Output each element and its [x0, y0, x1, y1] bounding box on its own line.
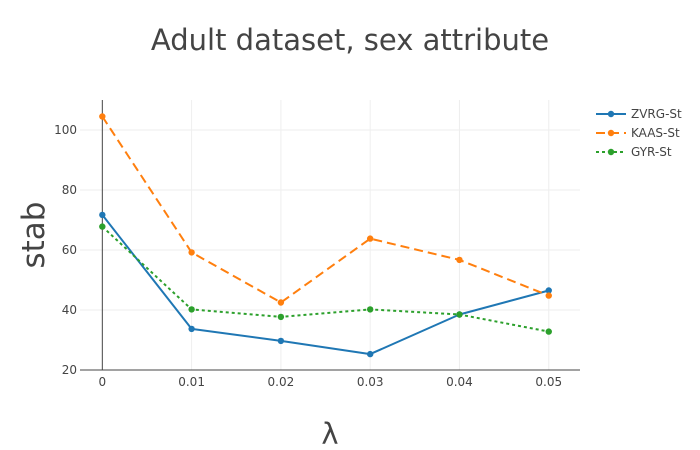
data-point[interactable]: [277, 313, 285, 321]
legend-item-gyr-st[interactable]: GYR-St: [596, 145, 672, 159]
data-point[interactable]: [545, 328, 552, 335]
series-line: [101, 115, 550, 304]
data-point[interactable]: [99, 223, 106, 230]
legend-item-kaas-st[interactable]: KAAS-St: [596, 126, 680, 140]
legend-label: KAAS-St: [631, 126, 680, 140]
data-point[interactable]: [366, 350, 374, 358]
x-tick-label: 0.02: [268, 375, 295, 389]
y-tick-label: 60: [62, 243, 77, 257]
tick-labels: 20 40 60 80 100 0 0.01 0.02 0.03 0.04 0.05: [54, 123, 562, 389]
data-point[interactable]: [188, 249, 195, 256]
axes: [80, 100, 580, 371]
y-tick-label: 40: [62, 303, 77, 317]
data-point[interactable]: [366, 235, 374, 242]
x-tick-label: 0: [99, 375, 107, 389]
x-tick-label: 0.04: [446, 375, 473, 389]
chart-title: Adult dataset, sex attribute: [151, 23, 549, 57]
data-point[interactable]: [277, 299, 285, 306]
legend[interactable]: ZVRG-St KAAS-St GYR-St: [596, 107, 682, 159]
legend-marker: [607, 110, 615, 118]
data-point[interactable]: [545, 287, 552, 294]
x-tick-label: 0.03: [357, 375, 384, 389]
series-kaas-st: [99, 113, 552, 306]
data-point[interactable]: [545, 292, 552, 299]
x-tick-label: 0.01: [178, 375, 205, 389]
data-point[interactable]: [277, 337, 285, 345]
data-point[interactable]: [99, 113, 106, 120]
series-line: [101, 214, 550, 356]
grid-lines: [80, 100, 580, 370]
data-point[interactable]: [456, 311, 463, 318]
legend-item-zvrg-st[interactable]: ZVRG-St: [596, 107, 682, 121]
series-layer: [99, 113, 552, 358]
y-tick-label: 20: [62, 363, 77, 377]
y-tick-label: 100: [54, 123, 77, 137]
legend-label: ZVRG-St: [631, 107, 682, 121]
legend-marker: [607, 129, 615, 137]
data-point[interactable]: [99, 211, 106, 219]
data-point[interactable]: [188, 325, 195, 333]
data-point[interactable]: [188, 306, 195, 313]
legend-label: GYR-St: [631, 145, 672, 159]
data-point[interactable]: [366, 306, 374, 313]
data-point[interactable]: [456, 256, 463, 264]
x-axis-title: λ: [321, 417, 338, 450]
x-tick-label: 0.05: [535, 375, 562, 389]
series-gyr-st: [99, 223, 552, 335]
legend-marker: [607, 148, 615, 156]
y-tick-label: 80: [62, 183, 77, 197]
y-axis-title: stab: [16, 202, 52, 269]
